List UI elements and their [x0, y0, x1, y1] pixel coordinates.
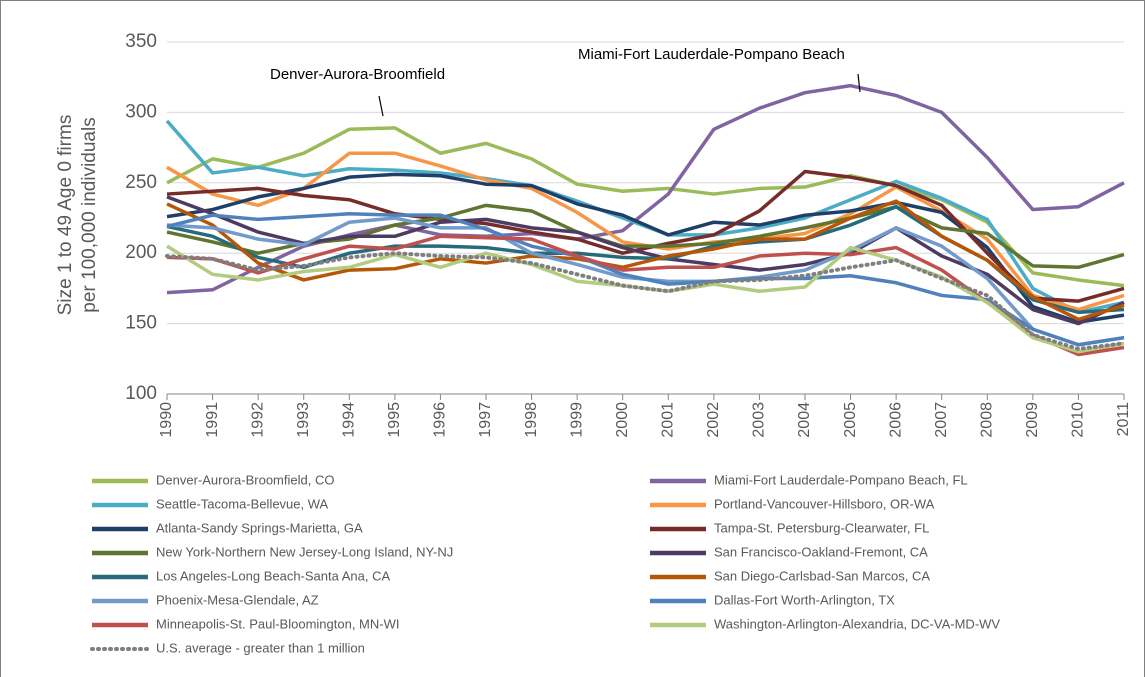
x-tick-label: 1993: [295, 402, 312, 438]
annotation-pointer: [857, 73, 861, 93]
legend-label: Atlanta-Sandy Springs-Marietta, GA: [156, 520, 363, 535]
x-tick-label: 2001: [660, 402, 677, 438]
series-line: [166, 199, 1125, 322]
annotation: Miami-Fort Lauderdale-Pompano Beach: [578, 46, 845, 63]
x-tick-label: 2008: [979, 402, 996, 438]
x-tick-label: 2006: [887, 402, 904, 438]
x-tick-label: 2010: [1070, 402, 1087, 438]
legend-label: Washington-Arlington-Alexandria, DC-VA-M…: [714, 616, 1000, 631]
x-tick-label: 1995: [386, 402, 403, 438]
legend-label: New York-Northern New Jersey-Long Island…: [156, 544, 453, 559]
legend-label: Seattle-Tacoma-Bellevue, WA: [156, 496, 329, 511]
annotation-pointer: [378, 95, 384, 117]
legend-label: Miami-Fort Lauderdale-Pompano Beach, FL: [714, 472, 968, 487]
y-tick-label: 350: [125, 31, 157, 52]
y-axis-label: Size 1 to 49 Age 0 firms: [55, 115, 76, 316]
legend-label: San Francisco-Oakland-Fremont, CA: [714, 544, 928, 559]
y-tick-label: 100: [125, 383, 157, 404]
legend-label: Minneapolis-St. Paul-Bloomington, MN-WI: [156, 616, 399, 631]
x-tick-label: 1994: [341, 402, 358, 438]
legend-label: Denver-Aurora-Broomfield, CO: [156, 472, 334, 487]
x-tick-label: 2007: [933, 402, 950, 438]
legend-label: Los Angeles-Long Beach-Santa Ana, CA: [156, 568, 390, 583]
x-tick-label: 1992: [249, 402, 266, 438]
x-tick-label: 2002: [705, 402, 722, 438]
x-tick-label: 1990: [158, 402, 175, 438]
x-tick-label: 1997: [477, 402, 494, 438]
legend-label: San Diego-Carlsbad-San Marcos, CA: [714, 568, 930, 583]
legend-label: Phoenix-Mesa-Glendale, AZ: [156, 592, 319, 607]
legend-label: Dallas-Fort Worth-Arlington, TX: [714, 592, 895, 607]
x-tick-label: 2009: [1024, 402, 1041, 438]
x-tick-label: 1991: [204, 402, 221, 438]
x-tick-label: 2011: [1115, 402, 1132, 437]
annotation: Denver-Aurora-Broomfield: [270, 66, 445, 83]
y-axis-label: per 100,000 individuals: [79, 117, 100, 312]
y-tick-label: 250: [125, 172, 157, 193]
x-tick-label: 2003: [751, 402, 768, 438]
legend-label: U.S. average - greater than 1 million: [156, 640, 365, 655]
y-tick-label: 150: [125, 313, 157, 334]
legend-label: Portland-Vancouver-Hillsboro, OR-WA: [714, 496, 935, 511]
x-tick-label: 1996: [432, 402, 449, 438]
x-tick-label: 1998: [523, 402, 540, 438]
x-tick-label: 2005: [842, 402, 859, 438]
x-tick-label: 2004: [796, 402, 813, 438]
series-line: [166, 126, 1125, 288]
y-tick-label: 300: [125, 101, 157, 122]
series-line: [166, 195, 1125, 326]
y-tick-label: 200: [125, 242, 157, 263]
series-line: [166, 212, 1125, 347]
x-tick-label: 1999: [568, 402, 585, 438]
series-line: [165, 251, 1126, 351]
legend-label: Tampa-St. Petersburg-Clearwater, FL: [714, 520, 929, 535]
x-tick-label: 2000: [614, 402, 631, 438]
